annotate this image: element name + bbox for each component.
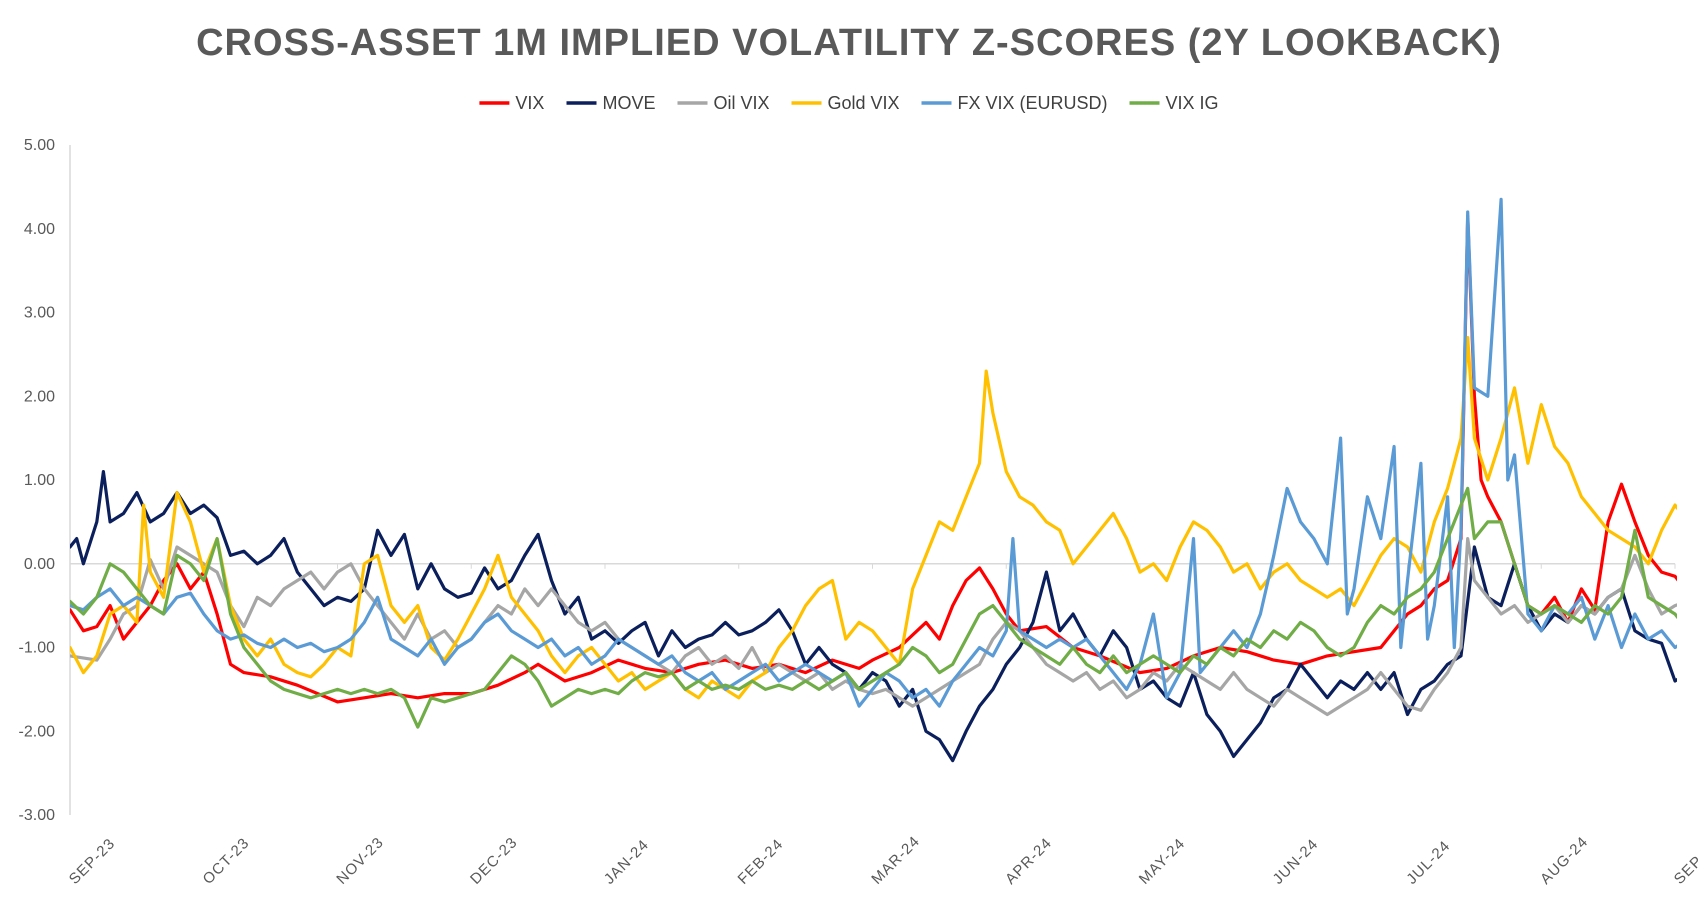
legend-item-vix-ig: VIX IG [1129,93,1219,113]
x-tick-label: APR-24 [1002,834,1055,887]
x-tick-label: SEP-24 [1671,835,1698,888]
y-tick-label: 1.00 [24,472,55,489]
y-tick-label: -1.00 [19,640,56,657]
y-tick-label: -3.00 [19,807,56,824]
series-line-vix-ig [70,486,1677,729]
x-tick-label: FEB-24 [735,836,787,888]
legend-label: VIX IG [1166,93,1219,113]
y-tick-label: -2.00 [19,723,56,740]
legend-item-gold-vix: Gold VIX [791,93,900,113]
legend-label: Oil VIX [714,93,770,113]
x-tick-label: DEC-23 [467,834,521,888]
legend-item-move: MOVE [566,93,656,113]
y-tick-label: 4.00 [24,221,55,238]
legend-label: Gold VIX [828,93,900,113]
legend-label: MOVE [603,93,656,113]
y-tick-label: 2.00 [24,388,55,405]
y-tick-label: 3.00 [24,305,55,322]
x-tick-label: MAR-24 [868,833,923,888]
x-tick-label: OCT-23 [200,834,253,887]
x-tick-label: JUN-24 [1270,836,1322,888]
x-tick-label: NOV-23 [333,834,387,888]
x-tick-label: MAY-24 [1136,835,1189,888]
plot-area [70,197,1677,763]
series-line-vix [70,214,1677,704]
x-tick-label: JUL-24 [1403,837,1453,887]
x-tick-label: JAN-24 [601,836,653,888]
x-tick-label: SEP-23 [66,835,119,888]
legend-item-oil-vix: Oil VIX [677,93,770,113]
chart-legend: VIX MOVE Oil VIX Gold VIX FX VIX (EURUSD) VIX… [479,93,1219,113]
series-line-fx-vix-eurusd [70,197,1677,708]
legend-label: VIX [515,93,544,113]
chart-title: CROSS-ASSET 1M IMPLIED VOLATILITY Z-SCOR… [196,22,1502,64]
x-tick-label: AUG-24 [1537,833,1592,888]
legend-item-vix: VIX [479,93,544,113]
legend-item-fx-vix-eurusd: FX VIX (EURUSD) [921,93,1108,113]
y-tick-label: 0.00 [24,556,55,573]
y-tick-label: 5.00 [24,137,55,154]
legend-label: FX VIX (EURUSD) [958,93,1108,113]
